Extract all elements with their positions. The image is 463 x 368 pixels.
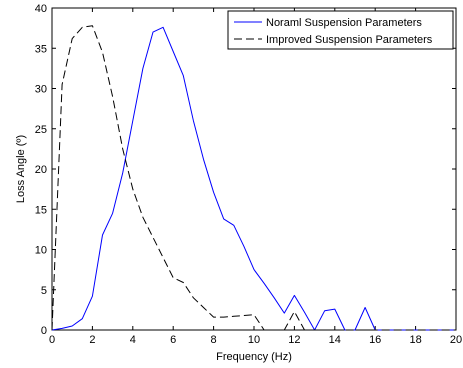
x-tick-label: 10 bbox=[248, 334, 260, 346]
x-tick-label: 12 bbox=[288, 334, 300, 346]
y-tick-label: 30 bbox=[35, 84, 47, 96]
x-tick-labels: 0 2 4 6 8 10 12 14 16 18 20 bbox=[49, 334, 462, 346]
y-tick-label: 5 bbox=[41, 285, 47, 297]
y-tick-label: 35 bbox=[35, 43, 47, 55]
legend-label-improved: Improved Suspension Parameters bbox=[266, 34, 433, 46]
series-layer bbox=[51, 25, 456, 331]
y-tick-label: 10 bbox=[35, 245, 47, 257]
x-tick-label: 6 bbox=[170, 334, 176, 346]
legend-label-normal: Noraml Suspension Parameters bbox=[266, 17, 422, 29]
legend: Noraml Suspension Parameters Improved Su… bbox=[227, 10, 454, 50]
x-tick-label: 20 bbox=[450, 334, 462, 346]
x-tick-label: 0 bbox=[49, 334, 55, 346]
y-tick-label: 20 bbox=[35, 164, 47, 176]
x-tick-label: 2 bbox=[89, 334, 95, 346]
improved-series-line bbox=[51, 25, 456, 331]
x-tick-label: 18 bbox=[409, 334, 421, 346]
y-tick-labels: 0 5 10 15 20 25 30 35 40 bbox=[35, 3, 47, 337]
x-tick-label: 16 bbox=[369, 334, 381, 346]
x-axis-label: Frequency (Hz) bbox=[216, 351, 292, 363]
y-axis-label: Loss Angle (º) bbox=[15, 135, 27, 203]
x-tick-label: 8 bbox=[211, 334, 217, 346]
y-tick-label: 40 bbox=[35, 3, 47, 15]
y-tick-label: 15 bbox=[35, 204, 47, 216]
legend-box bbox=[227, 10, 454, 50]
plot-area bbox=[51, 7, 457, 331]
x-tick-label: 14 bbox=[329, 334, 341, 346]
y-tick-label: 0 bbox=[41, 325, 47, 337]
x-tick-label: 4 bbox=[130, 334, 136, 346]
y-tick-label: 25 bbox=[35, 124, 47, 136]
